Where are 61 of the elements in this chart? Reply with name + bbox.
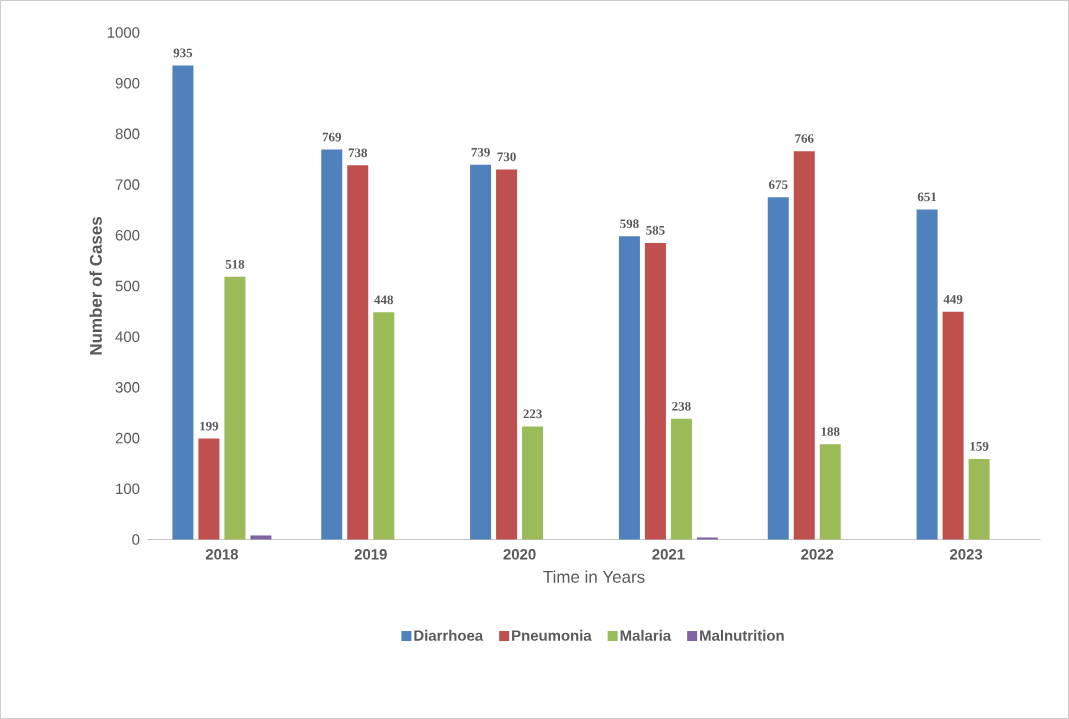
data-label: 730 xyxy=(497,152,516,162)
y-tick-label: 800 xyxy=(115,128,140,140)
bar xyxy=(644,242,666,540)
y-tick-label: 200 xyxy=(115,432,140,444)
bar xyxy=(767,197,789,540)
bar xyxy=(793,151,815,540)
y-tick-label: 600 xyxy=(115,230,140,241)
data-label: 598 xyxy=(620,219,639,229)
data-label: 766 xyxy=(795,134,814,143)
data-label: 449 xyxy=(943,294,963,304)
bar xyxy=(496,169,518,540)
data-label: 585 xyxy=(646,225,665,235)
y-tick-label: 1000 xyxy=(107,27,140,38)
bar xyxy=(172,65,194,540)
data-label: 518 xyxy=(225,259,245,269)
data-label: 935 xyxy=(173,48,193,58)
legend-label: Diarrhoea xyxy=(414,629,484,641)
bar xyxy=(250,535,272,540)
y-tick-label: 300 xyxy=(115,382,140,393)
data-label: 223 xyxy=(523,409,542,419)
x-tick-label: 2022 xyxy=(801,549,834,560)
x-tick-label: 2018 xyxy=(205,549,239,560)
y-tick-label: 900 xyxy=(115,77,140,89)
bar xyxy=(618,236,640,540)
data-label: 159 xyxy=(970,441,989,451)
y-tick-label: 0 xyxy=(132,534,140,545)
bar xyxy=(522,426,544,540)
x-tick-label: 2019 xyxy=(354,549,387,560)
x-tick-label: 2021 xyxy=(652,549,685,560)
legend-label: Malaria xyxy=(620,629,672,641)
bar xyxy=(916,209,938,540)
bar xyxy=(942,311,964,540)
y-axis-title: Number of Cases xyxy=(89,217,102,355)
data-label: 199 xyxy=(200,421,219,431)
x-axis-title: Time in Years xyxy=(543,570,645,583)
bar xyxy=(224,276,246,540)
bar xyxy=(347,165,369,540)
x-tick-label: 2023 xyxy=(949,549,983,560)
legend-label: Malnutrition xyxy=(700,629,784,641)
bar xyxy=(670,418,692,540)
bar xyxy=(198,438,220,540)
y-tick-label: 100 xyxy=(116,483,140,495)
y-tick-label: 700 xyxy=(115,179,140,190)
data-label: 739 xyxy=(471,147,490,157)
data-label: 448 xyxy=(374,295,394,305)
bar xyxy=(968,458,990,540)
x-tick-label: 2020 xyxy=(503,549,536,560)
y-tick-label: 500 xyxy=(115,280,140,292)
bar xyxy=(819,444,841,540)
bar xyxy=(373,312,395,540)
legend-label: Pneumonia xyxy=(512,629,592,641)
data-label: 738 xyxy=(348,148,368,158)
data-label: 651 xyxy=(917,192,937,202)
bar xyxy=(321,149,343,540)
data-label: 188 xyxy=(821,427,840,436)
data-label: 675 xyxy=(768,180,788,190)
bar xyxy=(696,537,718,540)
bar xyxy=(470,164,492,540)
data-label: 769 xyxy=(322,132,342,142)
y-tick-label: 400 xyxy=(115,331,140,342)
data-label: 238 xyxy=(672,401,691,411)
